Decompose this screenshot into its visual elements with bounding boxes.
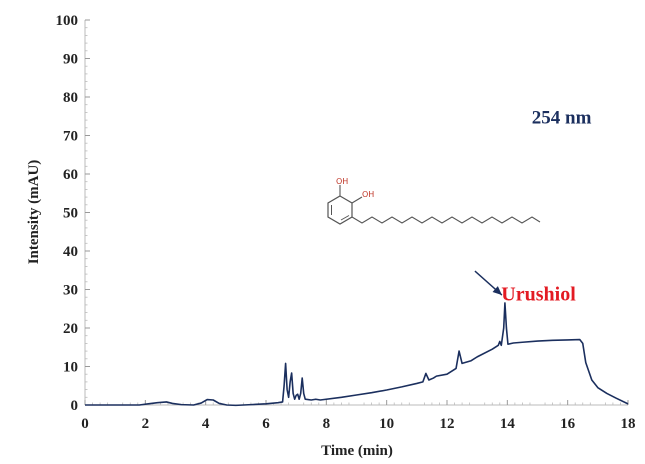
oh-label-1: OH	[336, 177, 348, 186]
y-tick-label: 30	[63, 283, 78, 299]
y-axis-title: Intensity (mAU)	[26, 160, 42, 265]
x-tick-label: 18	[621, 416, 636, 432]
oh-label-2: OH	[362, 190, 374, 199]
axes	[84, 20, 628, 406]
axis-ticks	[84, 19, 629, 406]
x-tick-label: 14	[500, 416, 516, 432]
x-axis-title: Time (min)	[321, 443, 393, 459]
y-tick-label: 80	[63, 90, 78, 106]
x-tick-label: 4	[202, 416, 210, 432]
x-tick-label: 10	[379, 416, 394, 432]
x-tick-label: 0	[81, 416, 89, 432]
y-tick-label: 70	[63, 129, 78, 145]
y-tick-label: 50	[63, 206, 78, 222]
urushiol-arrowhead	[492, 286, 502, 296]
x-tick-label: 12	[440, 416, 455, 432]
y-tick-label: 60	[63, 167, 78, 183]
urushiol-annotation: Urushiol	[501, 283, 576, 305]
y-tick-label: 100	[56, 13, 79, 29]
chromatogram-series-line	[85, 302, 629, 407]
y-tick-label: 10	[63, 360, 78, 376]
tick-labels: 0 10 20 30 40 50 60 70 80 90 100 0 2 4 6 8 10 12 14 16 18	[56, 13, 636, 432]
y-tick-label: 90	[63, 52, 78, 68]
x-tick-label: 2	[142, 416, 150, 432]
y-tick-label: 20	[63, 321, 78, 337]
wavelength-annotation: 254 nm	[532, 107, 592, 128]
x-tick-label: 8	[323, 416, 331, 432]
urushiol-structure-icon: OH OH	[327, 177, 541, 225]
x-tick-label: 6	[262, 416, 270, 432]
y-tick-label: 0	[71, 398, 79, 414]
y-tick-label: 40	[63, 244, 78, 260]
x-tick-label: 16	[560, 416, 576, 432]
